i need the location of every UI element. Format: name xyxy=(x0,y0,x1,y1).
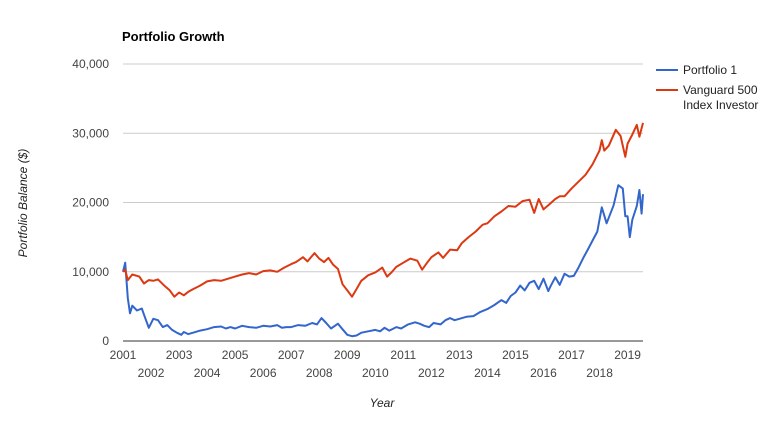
x-tick-label: 2009 xyxy=(334,348,361,362)
y-tick-label: 20,000 xyxy=(72,196,109,210)
x-tick-label: 2004 xyxy=(194,366,221,380)
y-tick-label: 0 xyxy=(102,334,109,348)
x-tick-label: 2011 xyxy=(390,348,416,362)
y-axis-ticks: 0 10,000 20,000 30,000 40,000 xyxy=(72,57,109,348)
x-tick-label: 2015 xyxy=(502,348,529,362)
y-tick-label: 30,000 xyxy=(72,126,109,140)
x-tick-label: 2019 xyxy=(614,348,641,362)
x-tick-label: 2017 xyxy=(558,348,585,362)
x-tick-label: 2016 xyxy=(530,366,557,380)
x-tick-label: 2002 xyxy=(138,366,165,380)
series-lines xyxy=(122,122,644,338)
chart-title: Portfolio Growth xyxy=(122,29,225,44)
x-tick-label: 2008 xyxy=(306,366,333,380)
x-tick-label: 2007 xyxy=(278,348,305,362)
x-tick-label: 2014 xyxy=(474,366,501,380)
series-line-vanguard-500 xyxy=(122,122,644,298)
x-tick-label: 2018 xyxy=(586,366,613,380)
x-tick-label: 2006 xyxy=(250,366,277,380)
y-tick-label: 10,000 xyxy=(72,265,109,279)
legend-label-portfolio-1: Portfolio 1 xyxy=(683,63,737,77)
x-tick-label: 2003 xyxy=(166,348,193,362)
x-tick-label: 2005 xyxy=(222,348,249,362)
grid-lines xyxy=(123,63,643,342)
legend: Portfolio 1 Vanguard 500 Index Investor xyxy=(656,63,758,112)
x-tick-label: 2001 xyxy=(110,348,137,362)
y-tick-label: 40,000 xyxy=(72,57,109,71)
y-axis-title: Portfolio Balance ($) xyxy=(16,149,30,258)
x-axis-ticks: 2001 2003 2005 2007 2009 2011 2013 2015 2017 2019… xyxy=(110,348,642,380)
series-line-portfolio-1 xyxy=(122,184,644,338)
x-tick-label: 2012 xyxy=(418,366,445,380)
x-tick-label: 2013 xyxy=(446,348,473,362)
x-tick-label: 2010 xyxy=(362,366,389,380)
legend-label-vanguard-500: Vanguard 500 Index Investor xyxy=(683,83,758,112)
x-axis-title: Year xyxy=(370,396,396,410)
